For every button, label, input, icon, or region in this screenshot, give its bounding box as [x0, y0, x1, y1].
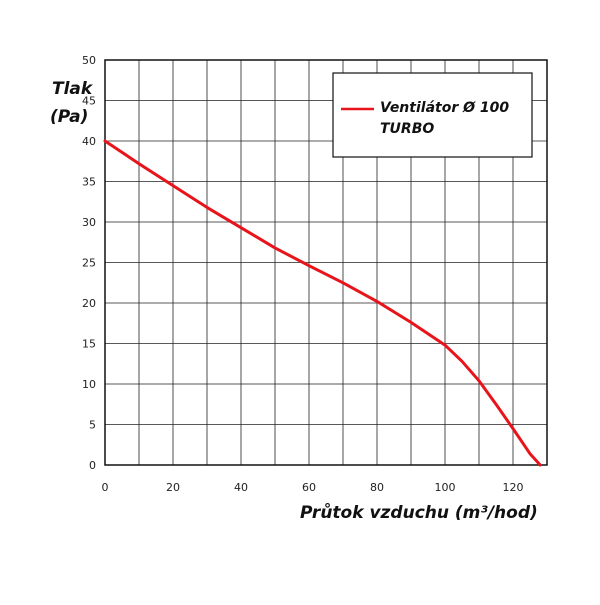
legend-label-line1: Ventilátor Ø 100 [380, 100, 509, 116]
y-tick-label: 30 [82, 216, 96, 229]
y-tick-label: 45 [82, 95, 96, 108]
y-tick-label: 5 [89, 419, 96, 432]
y-tick-label: 10 [82, 378, 96, 391]
x-tick-label: 60 [302, 481, 316, 494]
tick-labels: 0 20 40 60 80 100 120 0 5 10 15 20 25 30 35 40 45 50 [82, 54, 524, 494]
x-tick-label: 100 [435, 481, 456, 494]
series-line [103, 139, 542, 467]
y-tick-label: 40 [82, 135, 96, 148]
x-tick-label: 0 [102, 481, 109, 494]
x-axis-title: Průtok vzduchu (m³/hod) [300, 502, 538, 523]
y-tick-label: 50 [82, 54, 96, 67]
legend-box [332, 72, 533, 158]
y-axis-title-line2: (Pa) [50, 107, 88, 127]
y-axis-title-line1: Tlak [52, 79, 94, 99]
y-tick-label: 35 [82, 176, 96, 189]
x-tick-label: 80 [370, 481, 384, 494]
x-tick-label: 40 [234, 481, 248, 494]
legend-label-line2: TURBO [380, 121, 434, 137]
y-tick-label: 20 [82, 297, 96, 310]
legend: Ventilátor Ø 100 TURBO [332, 72, 533, 158]
y-tick-label: 0 [89, 459, 96, 472]
x-tick-label: 120 [503, 481, 524, 494]
x-tick-label: 20 [166, 481, 180, 494]
series [103, 139, 542, 467]
y-tick-label: 25 [82, 257, 96, 270]
plot-frame [104, 59, 548, 466]
y-tick-label: 15 [82, 338, 96, 351]
